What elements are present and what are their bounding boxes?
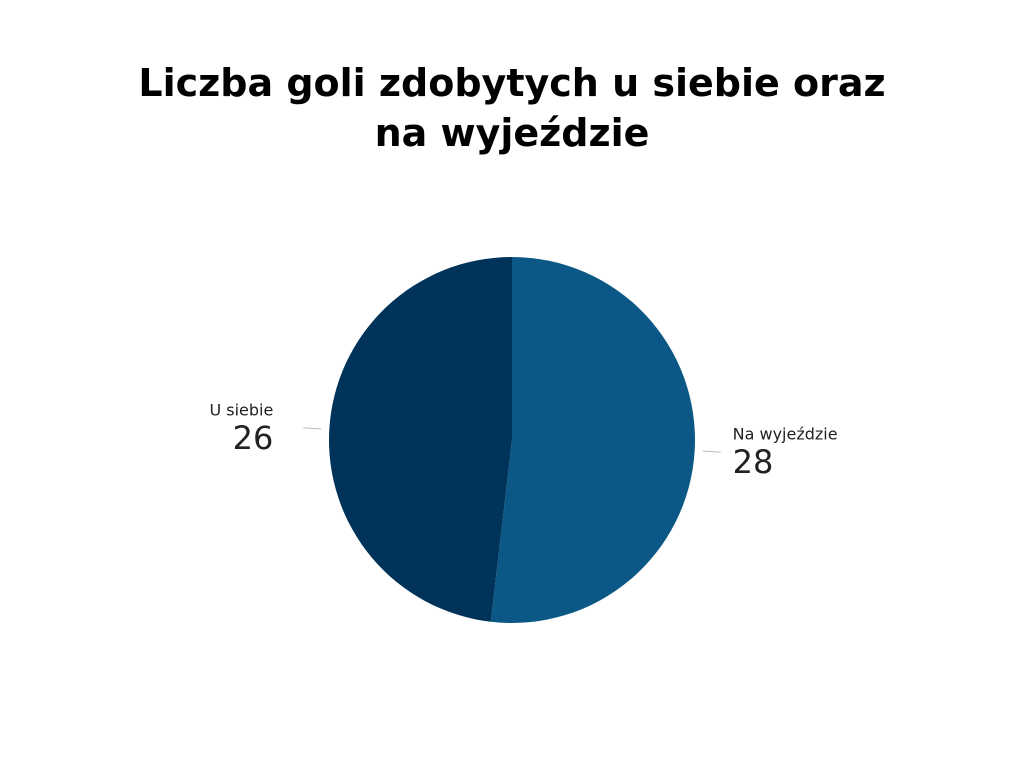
slice-label: Na wyjeździe	[733, 425, 838, 444]
pie-slice	[328, 257, 512, 622]
chart-title: Liczba goli zdobytych u siebie oraz na w…	[138, 61, 886, 155]
slice-label: U siebie	[209, 400, 273, 419]
leader-line	[702, 450, 721, 453]
value-label: 26	[233, 419, 274, 457]
leader-line	[303, 427, 322, 430]
pie-slice	[490, 257, 695, 623]
value-label: 28	[733, 443, 774, 481]
